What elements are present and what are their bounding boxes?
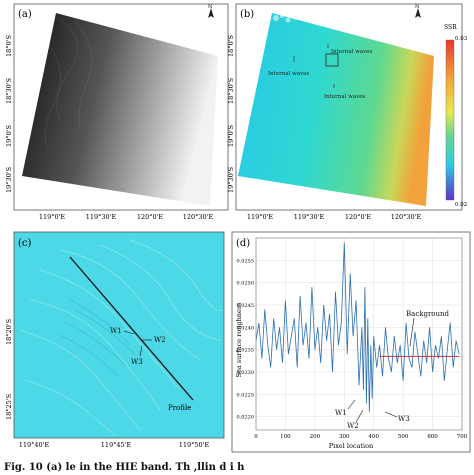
- panel-c-xtick: 119°50'E: [179, 441, 210, 449]
- x-tick-label: 200: [310, 434, 321, 440]
- panel-b-ytick: 18°30'S: [227, 78, 235, 104]
- panel-c-frame: [13, 231, 225, 439]
- internal-wave-label: Internal waves: [268, 71, 309, 77]
- panel-b-xtick: 120°0'E: [345, 213, 372, 221]
- panel-c-xtick: 119°40'E: [19, 441, 50, 449]
- panel-b-xtick: 119°0'E: [247, 213, 274, 221]
- x-tick-label: 400: [368, 434, 379, 440]
- panel-c-ytick: 18°20'S: [5, 319, 13, 345]
- panel-a-xticks: 119°0'E 119°30'E 120°0'E 120°30'E: [39, 213, 214, 221]
- panel-b: (b) N Internal waves Internal waves Inte…: [227, 3, 468, 221]
- panel-a: (a) N 18°0'S 18°30'S 19°0'S 19°30'S 119°…: [5, 3, 229, 221]
- profile-line: [69, 256, 194, 401]
- panel-c-yticks: 18°20'S 18°25'S: [5, 319, 13, 420]
- internal-wave-label: Internal waves: [324, 94, 365, 100]
- point-label-w1: W1: [335, 409, 347, 417]
- x-tick-label: 100: [280, 434, 291, 440]
- plot-area-border: [255, 237, 463, 431]
- point-label-w2: W2: [154, 336, 166, 344]
- y-tick-label: 0.0235: [237, 348, 255, 354]
- panel-a-ytick: 19°0'S: [5, 125, 13, 147]
- panel-a-label: (a): [18, 9, 32, 20]
- y-tick-labels: 0.0220 0.0225 0.0230 0.0235 0.0240 0.0245 0.02…: [237, 258, 255, 420]
- point-label-w3: W3: [131, 358, 143, 366]
- colorbar-max: 0.03: [455, 36, 468, 42]
- y-tick-label: 0.0240: [237, 325, 255, 331]
- study-area-box: [325, 53, 339, 67]
- panel-a-xtick: 120°0'E: [137, 213, 164, 221]
- svg-text:N: N: [415, 4, 420, 10]
- background-annotation: Background: [406, 310, 450, 347]
- panel-a-xtick: 119°0'E: [39, 213, 66, 221]
- colorbar-min: 0.02: [455, 202, 467, 208]
- profile-label: Profile: [168, 404, 191, 412]
- wave-crests: [59, 299, 136, 377]
- panel-a-xtick: 119°30'E: [86, 213, 117, 221]
- x-tick-label: 600: [427, 434, 438, 440]
- ssr-image: [238, 13, 434, 206]
- north-arrow-a: N: [208, 4, 214, 18]
- panel-b-ytick: 19°30'S: [227, 167, 235, 193]
- background-label: Background: [406, 310, 450, 318]
- panel-b-ytick: 19°0'S: [227, 125, 235, 147]
- panel-a-ytick: 18°0'S: [5, 35, 13, 57]
- point-label-w3: W3: [398, 415, 410, 423]
- panel-d-label: (d): [236, 238, 250, 249]
- y-tick-label: 0.0220: [237, 415, 255, 421]
- panel-d: 0 100 200 300 400 500 600 700 0.0220 0.0225 0.023…: [231, 231, 471, 453]
- y-tick-label: 0.0250: [237, 281, 255, 287]
- x-tick-label: 700: [457, 434, 468, 440]
- panel-a-ytick: 18°30'S: [5, 78, 13, 104]
- panel-b-xtick: 120°30'E: [391, 213, 422, 221]
- north-arrow-b: N: [415, 4, 421, 18]
- grayscale-image: [22, 13, 218, 206]
- profile-points: W1 W2 W3: [110, 327, 166, 366]
- y-tick-label: 0.0255: [237, 258, 255, 264]
- panel-b-label: (b): [240, 9, 254, 20]
- figure: (a) N 18°0'S 18°30'S 19°0'S 19°30'S 119°…: [5, 3, 471, 453]
- y-tick-label: 0.0245: [237, 303, 255, 309]
- panel-a-yticks: 18°0'S 18°30'S 19°0'S 19°30'S: [5, 35, 13, 193]
- dip-annotations: W1 W2 W3: [335, 399, 410, 430]
- internal-wave-annotations: Internal waves Internal waves Internal w…: [268, 44, 372, 100]
- panel-b-yticks: 18°0'S 18°30'S 19°0'S 19°30'S: [227, 35, 235, 193]
- panel-b-ytick: 18°0'S: [227, 35, 235, 57]
- x-axis-label: Pixel location: [329, 442, 373, 450]
- panel-c: (c) W1 W2 W3 Profile 18°20'S 18°25'S 119…: [5, 231, 225, 449]
- grayscale-texture: [44, 17, 93, 151]
- y-axis-label: Sea surface roughness: [235, 303, 243, 378]
- x-tick-label: 500: [398, 434, 409, 440]
- panel-c-ytick: 18°25'S: [5, 394, 13, 420]
- x-tick-label: 300: [339, 434, 350, 440]
- y-tick-label: 0.0225: [237, 392, 255, 398]
- panel-c-label: (c): [18, 238, 32, 249]
- point-label-w1: W1: [110, 327, 122, 335]
- roughness-series-line: [255, 242, 460, 413]
- ssr-colorbar: SSR 0.03 0.02: [444, 24, 468, 208]
- svg-text:N: N: [208, 4, 213, 10]
- colorbar-title: SSR: [444, 24, 457, 31]
- point-label-w2: W2: [347, 422, 359, 430]
- x-tick-labels: 0 100 200 300 400 500 600 700: [254, 434, 467, 440]
- panel-b-xtick: 119°30'E: [294, 213, 325, 221]
- ssr-bright-patch: [273, 14, 297, 23]
- y-tick-label: 0.0230: [237, 370, 255, 376]
- x-tick-label: 0: [254, 434, 258, 440]
- panel-a-ytick: 19°30'S: [5, 167, 13, 193]
- panel-c-xticks: 119°40'E 119°45'E 119°50'E: [19, 441, 210, 449]
- internal-wave-label: Internal waves: [331, 49, 372, 55]
- wave-texture: [19, 239, 223, 437]
- panel-b-xticks: 119°0'E 119°30'E 120°0'E 120°30'E: [247, 213, 422, 221]
- panel-a-xtick: 120°30'E: [183, 213, 214, 221]
- panel-c-xtick: 119°45'E: [101, 441, 132, 449]
- figure-caption: Fig. 10 (a) le in the HIE band. Th ,llin…: [4, 462, 245, 473]
